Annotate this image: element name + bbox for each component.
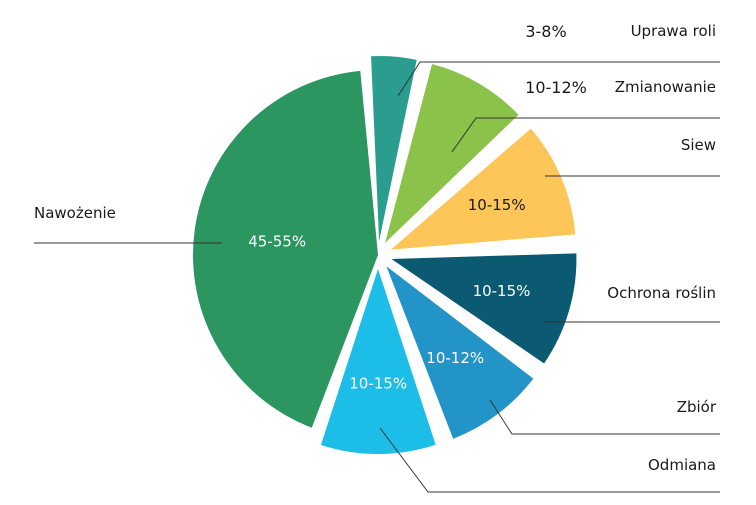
leader-zbior xyxy=(489,399,720,435)
slice-nawozenie xyxy=(193,70,378,428)
category-label-zbior: Zbiór xyxy=(677,398,717,416)
pct-label-ochrona-roslin: 10-15% xyxy=(473,282,531,300)
slice-zmianowanie xyxy=(385,63,519,243)
leader-zmianowanie xyxy=(451,117,720,153)
pct-label-zmianowanie: 10-12% xyxy=(525,78,587,97)
pct-label-nawozenie: 45-55% xyxy=(248,232,306,250)
slice-odmiana xyxy=(320,268,436,454)
category-label-uprawa-roli: Uprawa roli xyxy=(631,22,716,40)
category-label-odmiana: Odmiana xyxy=(648,456,716,474)
slice-ochrona-roslin xyxy=(391,253,577,364)
slice-uprawa-roli xyxy=(371,56,417,242)
category-label-zmianowanie: Zmianowanie xyxy=(615,78,716,96)
pct-label-zbior: 10-12% xyxy=(426,349,484,367)
slice-siew xyxy=(390,128,576,250)
leader-odmiana xyxy=(379,427,720,493)
category-label-ochrona-roslin: Ochrona roślin xyxy=(607,284,716,302)
leader-lines xyxy=(34,61,720,493)
leader-uprawa-roli xyxy=(397,61,720,97)
pct-label-odmiana: 10-15% xyxy=(349,375,407,393)
category-label-siew: Siew xyxy=(681,136,716,154)
category-label-nawozenie: Nawożenie xyxy=(34,204,116,222)
pct-label-uprawa-roli: 3-8% xyxy=(525,22,566,41)
pct-label-siew: 10-15% xyxy=(468,196,526,214)
labels: 3-8% Uprawa roli 10-12% Zmianowanie 10-15% Si… xyxy=(34,22,717,474)
pie-slices xyxy=(193,56,577,454)
slice-zbior xyxy=(386,266,534,439)
